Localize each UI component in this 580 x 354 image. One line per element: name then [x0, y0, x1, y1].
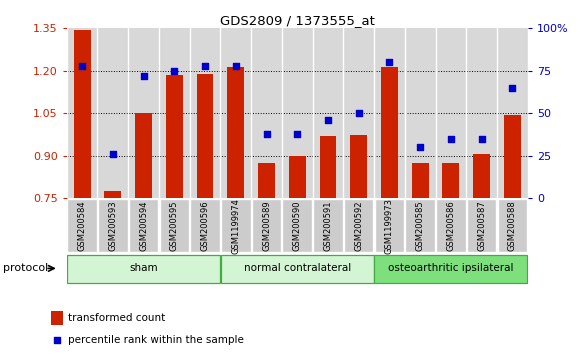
Bar [252, 199, 281, 252]
Point [293, 131, 302, 137]
Point [477, 136, 487, 142]
Text: GSM200585: GSM200585 [416, 200, 425, 251]
Bar [135, 113, 152, 198]
Text: GSM200593: GSM200593 [108, 200, 117, 251]
Bar [190, 199, 220, 252]
Text: GSM200589: GSM200589 [262, 200, 271, 251]
Text: sham: sham [129, 263, 158, 273]
Bar [350, 135, 367, 198]
Text: GSM200594: GSM200594 [139, 200, 148, 251]
Text: GSM200587: GSM200587 [477, 200, 486, 251]
Text: osteoarthritic ipsilateral: osteoarthritic ipsilateral [388, 263, 514, 273]
Bar [221, 255, 374, 283]
Point [52, 337, 61, 343]
Bar [375, 199, 404, 252]
Title: GDS2809 / 1373555_at: GDS2809 / 1373555_at [220, 14, 375, 27]
Bar [160, 199, 189, 252]
Bar [282, 199, 312, 252]
Text: GSM200591: GSM200591 [324, 200, 332, 251]
Point [354, 110, 363, 116]
Text: GSM200590: GSM200590 [293, 200, 302, 251]
Bar [498, 199, 527, 252]
Bar [166, 75, 183, 198]
Text: GSM200596: GSM200596 [201, 200, 209, 251]
Bar [504, 115, 521, 198]
Bar [51, 312, 63, 325]
Bar [221, 199, 251, 252]
Point [78, 63, 87, 69]
Text: normal contralateral: normal contralateral [244, 263, 351, 273]
Text: GSM200586: GSM200586 [447, 200, 455, 251]
Bar [436, 199, 466, 252]
Bar [129, 199, 158, 252]
Point [139, 73, 148, 79]
Bar [375, 255, 527, 283]
Bar [98, 199, 128, 252]
Text: transformed count: transformed count [68, 313, 165, 323]
Point [508, 85, 517, 91]
Bar [104, 191, 121, 198]
Point [385, 59, 394, 65]
Text: GSM200584: GSM200584 [78, 200, 86, 251]
Point [262, 131, 271, 137]
Bar [289, 156, 306, 198]
Bar [344, 199, 374, 252]
Bar [67, 199, 97, 252]
Point [170, 68, 179, 74]
Point [415, 144, 425, 150]
Point [231, 63, 241, 69]
Bar [412, 163, 429, 198]
Text: GSM1199973: GSM1199973 [385, 198, 394, 254]
Text: percentile rank within the sample: percentile rank within the sample [68, 335, 244, 346]
Bar [473, 154, 490, 198]
Bar [405, 199, 435, 252]
Point [324, 117, 333, 123]
Text: GSM200595: GSM200595 [170, 200, 179, 251]
Bar [227, 67, 244, 198]
Point [447, 136, 456, 142]
Bar [67, 255, 220, 283]
Bar [320, 136, 336, 198]
Bar [467, 199, 496, 252]
Text: GSM200588: GSM200588 [508, 200, 517, 251]
Point [201, 63, 210, 69]
Text: GSM1199974: GSM1199974 [231, 198, 240, 253]
Text: protocol: protocol [3, 263, 49, 273]
Bar [313, 199, 343, 252]
Bar [381, 67, 398, 198]
Bar [443, 163, 459, 198]
Bar [74, 30, 90, 198]
Bar [258, 163, 275, 198]
Point [108, 151, 118, 157]
Text: GSM200592: GSM200592 [354, 200, 363, 251]
Bar [197, 74, 213, 198]
